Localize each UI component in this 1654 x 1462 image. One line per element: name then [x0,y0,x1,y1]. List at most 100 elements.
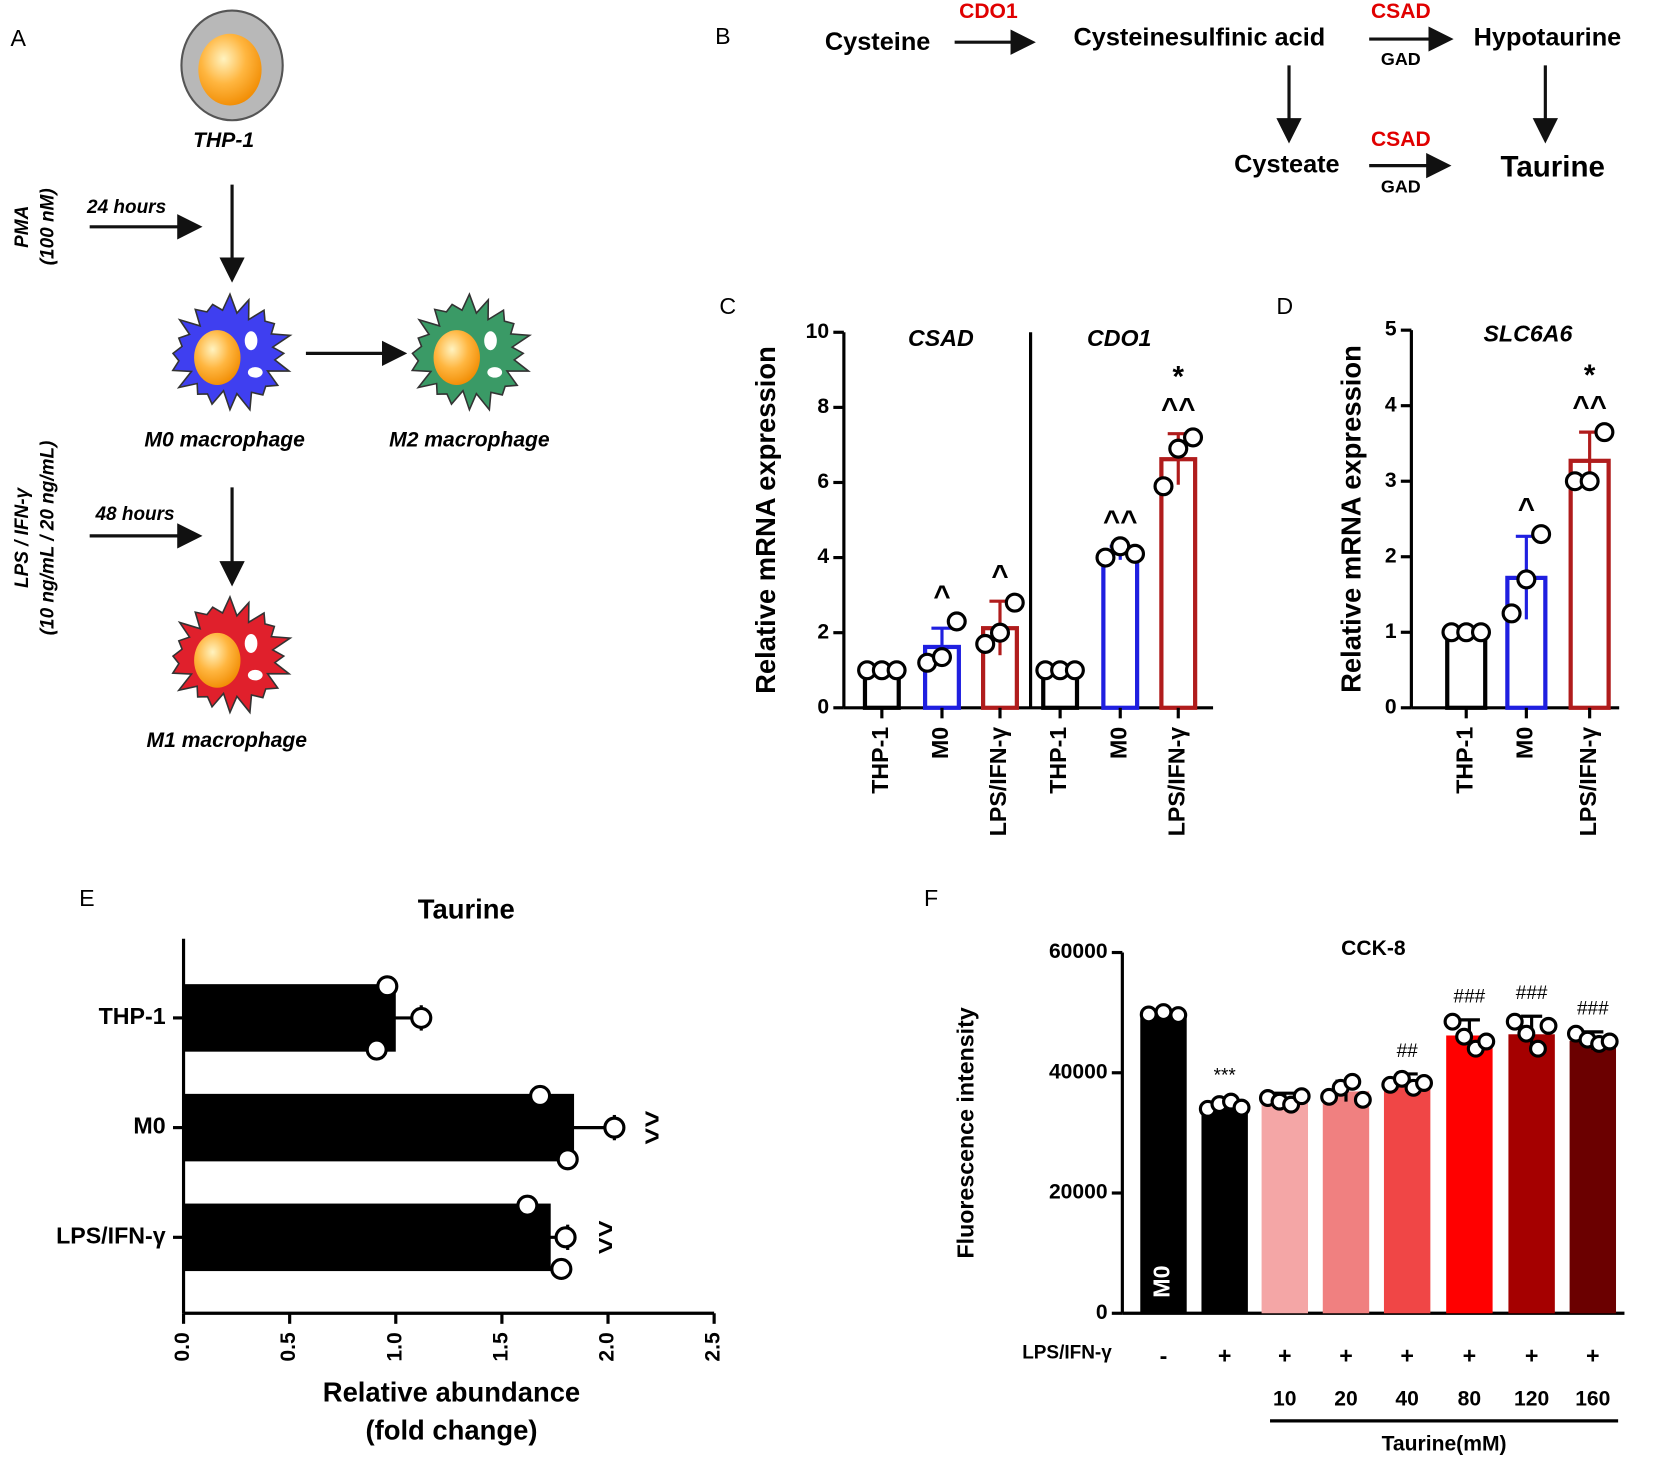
data-point [1600,1032,1619,1051]
y-tick-label: 8 [817,395,829,418]
bar [1201,1105,1248,1314]
chart-title: CCK-8 [1341,937,1406,960]
data-point [556,1148,579,1171]
bar [1383,1082,1431,1314]
x-tick-label: M0 [1511,727,1537,759]
metabolite: Hypotaurine [1474,24,1622,52]
vacuole [487,367,503,378]
x-axis-label: Relative abundance [323,1377,580,1408]
bar-label: M0 [1149,1266,1175,1298]
bar [1508,1034,1555,1314]
cell-label: M2 macrophage [389,428,550,451]
x-tick-label: M0 [1105,727,1131,759]
data-point [1528,1039,1547,1058]
y-tick-label: 2 [1385,544,1397,567]
data-point [376,975,399,998]
x-axis-label: (fold change) [365,1415,537,1446]
bar [1445,630,1488,710]
y-tick-label: 0 [1385,695,1397,718]
data-point [1594,422,1615,443]
x-tick-label: THP-1 [867,727,893,794]
y-tick-label: THP-1 [99,1003,166,1029]
nucleus [198,33,262,106]
y-tick-label: 0 [1096,1301,1108,1324]
data-point [1154,1003,1173,1022]
data-point [931,647,952,668]
significance-label: ^^ [631,1110,664,1144]
data-point [1517,1024,1536,1043]
bar [1140,1013,1187,1314]
data-point [989,622,1011,643]
significance-label: * [1173,361,1185,394]
bar [183,1203,551,1272]
treatment-sign: + [1525,1343,1539,1369]
enzyme: CDO1 [959,0,1018,23]
time-label: 24 hours [86,197,166,218]
significance-label: ^^ [1103,505,1137,538]
chart-title: Taurine [418,894,515,925]
agent-label: (10 ng/mL / 20 ng/mL) [38,441,59,636]
treatment-sign: + [1463,1343,1477,1369]
dose-axis-label: Taurine(mM) [1382,1433,1507,1456]
data-point [1168,438,1189,459]
significance-label: ^^ [1161,392,1195,425]
bar [1569,1040,1617,1314]
treatment-sign: + [1400,1343,1414,1369]
vacuole [247,367,263,378]
y-tick-label: 6 [817,470,829,493]
y-tick-label: 5 [1385,318,1397,341]
data-point [975,633,996,654]
data-point [516,1194,539,1217]
x-tick-label: THP-1 [1045,727,1071,794]
bar [1261,1101,1309,1314]
data-point [1477,1032,1496,1051]
y-tick-label: 1 [1385,620,1397,643]
data-point [886,660,907,681]
bar [1101,550,1140,710]
x-tick-label: THP-1 [1451,727,1477,794]
metabolite: Cysteate [1234,150,1339,178]
treatment-label: LPS/IFN-γ [1022,1342,1112,1363]
data-point [550,1257,573,1281]
group-title: CSAD [908,325,974,351]
vacuole [244,331,258,351]
data-point [1470,622,1492,643]
data-point [1539,1016,1558,1035]
nucleus [194,330,241,386]
data-point [410,1006,433,1029]
data-point [529,1084,552,1108]
treatment-sign: + [1586,1343,1600,1369]
data-point [1292,1087,1311,1106]
bar [1568,458,1611,710]
data-point [1443,1012,1462,1031]
group-title: SLC6A6 [1483,321,1573,347]
data-point [1505,1012,1524,1031]
enzyme: GAD [1381,176,1421,196]
significance-label: * [1584,359,1596,392]
data-point [1064,660,1085,681]
x-tick-label: 2.0 [596,1332,619,1361]
data-point [1153,476,1174,497]
treatment-sign: + [1218,1343,1232,1369]
agent-label: (100 nM) [38,188,59,265]
bar [183,1093,575,1162]
data-point [1320,1087,1339,1106]
data-point [1415,1074,1434,1092]
x-tick-label: 2.5 [702,1332,725,1362]
dose-label: 120 [1514,1387,1549,1410]
significance-label: ^^ [1572,391,1606,424]
significance-label: ^ [933,580,950,613]
data-point [603,1116,626,1139]
data-point [1516,569,1537,590]
y-tick-label: 40000 [1049,1060,1108,1083]
nucleus [194,632,241,688]
y-tick-label: 0 [817,695,829,718]
agent-label: PMA [12,206,33,248]
dose-label: 80 [1458,1387,1481,1410]
x-tick-label: 0.0 [171,1332,194,1361]
y-axis-label: Relative mRNA expression [1336,345,1367,693]
y-axis-label: Relative mRNA expression [750,346,781,694]
data-point [1004,592,1025,613]
y-axis-label: Fluorescence intensity [952,1007,978,1258]
